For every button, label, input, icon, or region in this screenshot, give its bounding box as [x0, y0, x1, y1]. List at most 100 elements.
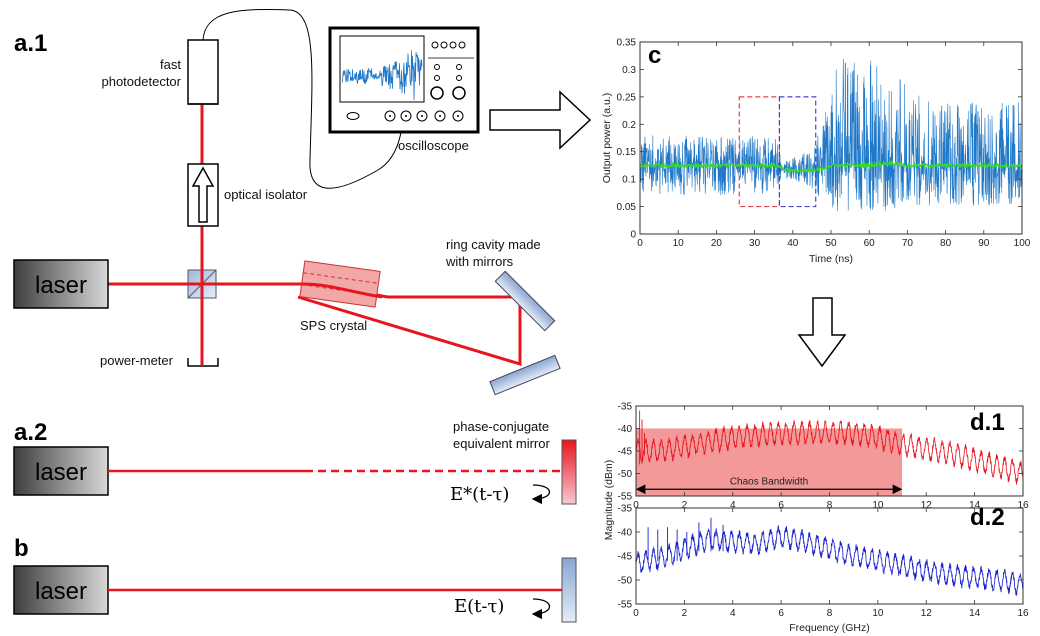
- panel-label-b: b: [14, 535, 29, 562]
- ring-mirror-bottom: [489, 354, 561, 396]
- dashed-box-1: [738, 96, 781, 208]
- laser-label-a1: laser: [35, 272, 87, 299]
- y-tick-label: 0.05: [617, 202, 637, 213]
- laser-a1: laser: [13, 259, 109, 309]
- y-tick-label: -55: [618, 600, 633, 611]
- x-tick-label: 12: [921, 608, 933, 619]
- x-tick-label: 30: [749, 238, 761, 249]
- series-trace-chart-d2: [635, 525, 1024, 597]
- y-axis-label-c: Output power (a.u.): [601, 93, 613, 183]
- panel-label-d2: d.2: [970, 504, 1005, 531]
- x-tick-label: 4: [730, 608, 736, 619]
- x-tick-label: 2: [682, 608, 688, 619]
- y-tick-label: 0: [630, 230, 636, 241]
- x-tick-label: 14: [969, 608, 981, 619]
- chart-c: 0 10 20 30 40 50 60 70 80 90 100 0 0.05 0.1 0.15 0.2 0.2…: [601, 38, 1031, 266]
- x-tick-label: 70: [902, 238, 914, 249]
- chart-d2: 0 2 4 6 8 10 12 14 16 -35 -40 -45 -50 -55 Frequency (G…: [618, 504, 1029, 635]
- y-tick-label: -50: [618, 576, 633, 587]
- x-tick-label: 20: [711, 238, 723, 249]
- reflection-arrow-a2: [531, 484, 551, 505]
- panel-label-a2: a.2: [14, 419, 47, 446]
- arrow-osc-to-c: [489, 90, 592, 150]
- laser-a2: laser: [13, 446, 109, 496]
- equation-a2: E*(t-τ): [450, 484, 509, 505]
- x-tick-label: 100: [1014, 238, 1031, 249]
- x-tick-label: 60: [864, 238, 876, 249]
- panel-label-d1: d.1: [970, 409, 1005, 436]
- x-tick-label: 6: [778, 500, 784, 511]
- equation-b: E(t-τ): [454, 596, 504, 617]
- x-tick-label: 10: [872, 608, 884, 619]
- x-tick-label: 0: [637, 238, 643, 249]
- y-tick-label: 0.25: [617, 92, 637, 103]
- x-tick-label: 8: [827, 500, 833, 511]
- y-tick-label: -40: [618, 528, 633, 539]
- x-tick-label: 16: [1017, 500, 1029, 511]
- x-tick-label: 40: [787, 238, 799, 249]
- x-tick-label: 12: [921, 500, 933, 511]
- series-trace-chart-d1: [635, 419, 1024, 485]
- x-tick-label: 4: [730, 500, 736, 511]
- x-tick-label: 6: [778, 608, 784, 619]
- y-axis-label-d: Magnitude (dBm): [603, 460, 615, 541]
- chart-d1: Chaos Bandwidth 0 2 4 6 8 10 12 14 16 -35 -40 -45 -50…: [603, 402, 1029, 541]
- power-meter: power-meter: [100, 353, 219, 368]
- series-mean-c: [639, 159, 1023, 175]
- panel-label-a1: a.1: [14, 30, 47, 57]
- x-tick-label: 0: [633, 500, 639, 511]
- optical-isolator-label: optical isolator: [224, 187, 308, 202]
- ring-cavity-label-1: ring cavity made: [446, 237, 541, 252]
- beam-splitter: [187, 269, 217, 299]
- ring-mirror-top: [494, 270, 556, 332]
- photodetector-label: photodetector: [101, 74, 181, 89]
- optical-isolator: optical isolator: [187, 163, 308, 227]
- laser-label-b: laser: [35, 578, 87, 605]
- x-tick-label: 0: [633, 608, 639, 619]
- y-tick-label: -35: [618, 504, 633, 515]
- pc-mirror-label-2: equivalent mirror: [453, 436, 550, 451]
- dashed-box-2: [778, 96, 817, 208]
- ring-cavity-label-2: with mirrors: [445, 254, 514, 269]
- reflection-arrow-b: [531, 598, 551, 620]
- y-tick-label: 0.1: [622, 175, 636, 186]
- phase-conjugate-mirror: [561, 439, 577, 505]
- sps-crystal-label: SPS crystal: [300, 318, 367, 333]
- y-tick-label: -35: [618, 402, 633, 413]
- chaos-bandwidth-label: Chaos Bandwidth: [730, 476, 808, 487]
- fast-photodetector: fast photodetector: [101, 39, 219, 105]
- x-tick-label: 10: [673, 238, 685, 249]
- x-tick-label: 90: [978, 238, 990, 249]
- laser-b: laser: [13, 565, 109, 615]
- x-axis-label-d2: Frequency (GHz): [789, 622, 870, 634]
- x-tick-label: 2: [682, 500, 688, 511]
- y-tick-label: -40: [618, 424, 633, 435]
- fast-label: fast: [160, 57, 181, 72]
- y-tick-label: -50: [618, 469, 633, 480]
- x-tick-label: 10: [872, 500, 884, 511]
- series-trace-c: [639, 58, 1023, 211]
- x-tick-label: 16: [1017, 608, 1029, 619]
- laser-label-a2: laser: [35, 459, 87, 486]
- y-tick-label: -45: [618, 447, 633, 458]
- pc-mirror-label-1: phase-conjugate: [453, 419, 549, 434]
- y-tick-label: -45: [618, 552, 633, 563]
- x-tick-label: 80: [940, 238, 952, 249]
- x-axis-label-c: Time (ns): [809, 253, 853, 265]
- x-tick-label: 50: [825, 238, 837, 249]
- y-tick-label: 0.2: [622, 120, 636, 131]
- x-tick-label: 8: [827, 608, 833, 619]
- signal-cable: [202, 8, 403, 189]
- mirror-b: [561, 557, 577, 623]
- y-tick-label: 0.15: [617, 147, 637, 158]
- sps-crystal: SPS crystal: [299, 260, 383, 333]
- oscilloscope: oscilloscope: [328, 26, 480, 153]
- y-tick-label: 0.35: [617, 38, 637, 49]
- power-meter-label: power-meter: [100, 353, 174, 368]
- arrow-c-to-d: [797, 297, 847, 368]
- x-tick-label: 14: [969, 500, 981, 511]
- y-tick-label: -55: [618, 492, 633, 503]
- oscilloscope-label: oscilloscope: [398, 138, 469, 153]
- y-tick-label: 0.3: [622, 65, 636, 76]
